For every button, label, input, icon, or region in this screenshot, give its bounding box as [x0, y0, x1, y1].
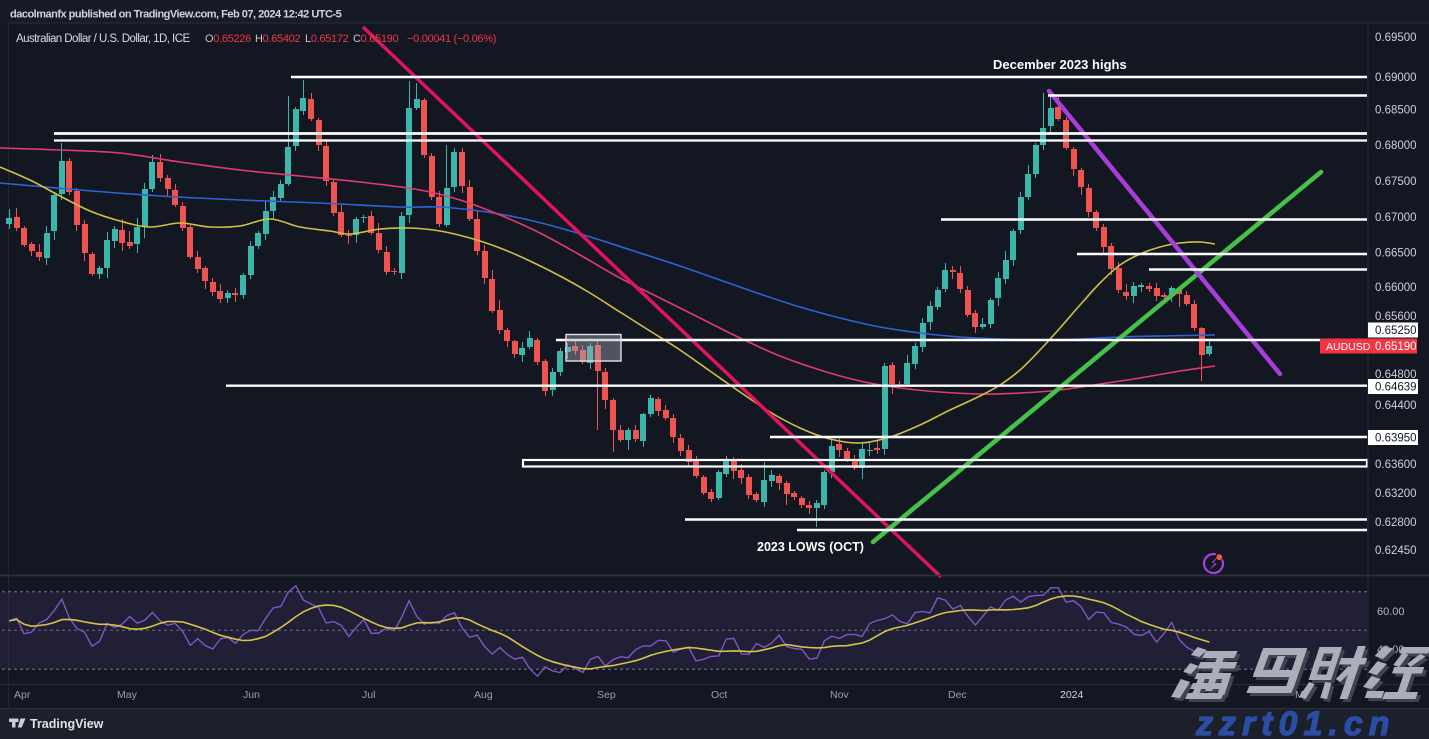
svg-text:0.63200: 0.63200	[1375, 488, 1417, 500]
svg-text:May: May	[117, 689, 138, 701]
svg-text:−0.00041 (−0.06%): −0.00041 (−0.06%)	[407, 33, 496, 45]
svg-text:0.69000: 0.69000	[1375, 72, 1417, 84]
svg-text:Dec: Dec	[948, 689, 967, 701]
svg-text:Aug: Aug	[474, 689, 493, 701]
svg-text:Jul: Jul	[362, 689, 375, 701]
svg-text:0.63600: 0.63600	[1375, 459, 1417, 471]
svg-text:C0.65190: C0.65190	[353, 33, 399, 45]
svg-text:0.65600: 0.65600	[1375, 311, 1417, 323]
svg-text:0.63950: 0.63950	[1375, 433, 1417, 445]
svg-text:O0.65226: O0.65226	[205, 33, 251, 45]
svg-text:AUDUSD: AUDUSD	[1326, 341, 1371, 353]
svg-text:L0.65172: L0.65172	[305, 33, 349, 45]
svg-text:December 2023 highs: December 2023 highs	[993, 57, 1127, 72]
svg-text:0.68500: 0.68500	[1375, 105, 1417, 117]
svg-text:dacolmanfx published on Tradin: dacolmanfx published on TradingView.com,…	[10, 9, 342, 21]
svg-text:0.66500: 0.66500	[1375, 248, 1417, 260]
svg-text:0.64639: 0.64639	[1375, 382, 1417, 394]
svg-text:0.65190: 0.65190	[1375, 341, 1417, 353]
svg-text:0.64400: 0.64400	[1375, 400, 1417, 412]
svg-text:0.67500: 0.67500	[1375, 176, 1417, 188]
svg-text:0.62800: 0.62800	[1375, 517, 1417, 529]
svg-text:0.62450: 0.62450	[1375, 545, 1417, 557]
svg-text:Jun: Jun	[243, 689, 260, 701]
svg-text:0.68000: 0.68000	[1375, 140, 1417, 152]
svg-text:Oct: Oct	[711, 689, 727, 701]
svg-text:0.69500: 0.69500	[1375, 32, 1417, 44]
svg-text:Apr: Apr	[14, 689, 31, 701]
svg-text:60.00: 60.00	[1377, 606, 1405, 618]
svg-text:TradingView: TradingView	[30, 717, 104, 731]
svg-text:0.65250: 0.65250	[1375, 325, 1417, 337]
svg-text:zzrt01.cn: zzrt01.cn	[1195, 705, 1396, 739]
svg-text:0.67000: 0.67000	[1375, 212, 1417, 224]
svg-text:0.66000: 0.66000	[1375, 282, 1417, 294]
svg-text:2024: 2024	[1060, 689, 1084, 701]
svg-text:Australian Dollar / U.S. Dolla: Australian Dollar / U.S. Dollar, 1D, ICE	[16, 33, 190, 45]
svg-text:H0.65402: H0.65402	[255, 33, 301, 45]
svg-text:Nov: Nov	[830, 689, 849, 701]
svg-text:2023 LOWS (OCT): 2023 LOWS (OCT)	[757, 540, 864, 554]
svg-text:0.64800: 0.64800	[1375, 369, 1417, 381]
svg-text:Sep: Sep	[597, 689, 616, 701]
